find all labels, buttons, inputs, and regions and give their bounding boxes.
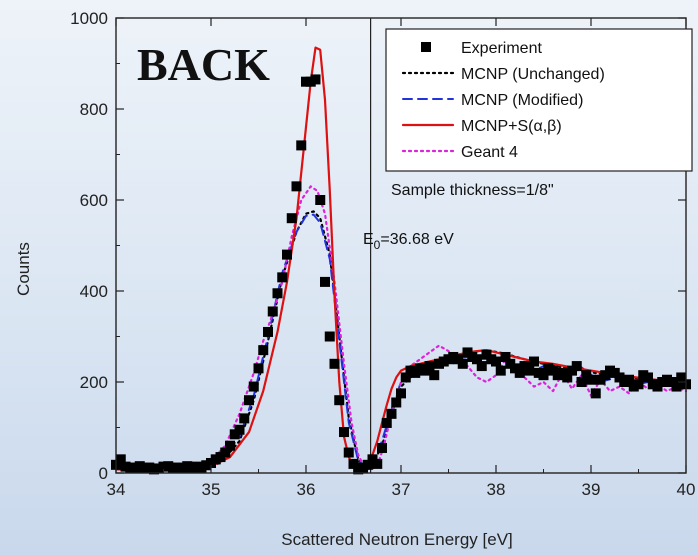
experiment-point: [220, 447, 231, 458]
x-tick-label: 35: [202, 480, 221, 499]
legend-label-mcnp-unchanged: MCNP (Unchanged): [461, 66, 605, 83]
experiment-point: [234, 424, 245, 435]
e0-annotation: E0=36.68 eV: [363, 231, 454, 252]
y-axis-title: Counts: [14, 242, 33, 296]
experiment-point: [277, 272, 288, 283]
experiment-point: [624, 374, 634, 385]
series-line-1: [114, 210, 688, 470]
experiment-point: [571, 361, 582, 372]
experiment-point: [339, 427, 349, 438]
y-tick-label: 600: [80, 191, 108, 210]
experiment-point: [282, 249, 292, 260]
experiment-point: [476, 361, 487, 372]
sample-thickness-annotation: Sample thickness=1/8": [391, 182, 554, 199]
series-line-2: [115, 213, 687, 470]
experiment-point: [491, 356, 501, 367]
legend-label-mcnp-sab: MCNP+S(α,β): [461, 118, 562, 135]
experiment-point: [329, 358, 340, 369]
experiment-point: [286, 213, 297, 224]
x-tick-label: 38: [487, 480, 506, 499]
legend-label-experiment: Experiment: [461, 40, 542, 57]
series-line-4: [114, 185, 688, 471]
legend-label-geant4: Geant 4: [461, 144, 518, 161]
experiment-point: [429, 370, 440, 381]
experiment-point: [315, 195, 326, 205]
experiment-point: [263, 326, 273, 337]
experiment-point: [676, 372, 687, 383]
experiment-point: [529, 356, 539, 367]
x-tick-label: 36: [297, 480, 316, 499]
e0-value: =36.68 eV: [380, 231, 454, 248]
experiment-point: [362, 459, 373, 470]
experiment-point: [225, 440, 235, 451]
experiment-point: [500, 351, 511, 362]
experiment-point: [244, 395, 254, 406]
experiment-point: [590, 388, 601, 399]
experiment-point: [538, 370, 549, 381]
e0-subscript: 0: [374, 238, 381, 252]
experiment-point: [396, 388, 406, 399]
y-tick-label: 1000: [70, 9, 108, 28]
experiment-point: [377, 442, 387, 453]
x-axis-title: Scattered Neutron Energy [eV]: [281, 530, 513, 549]
legend: Experiment MCNP (Unchanged) MCNP (Modifi…: [385, 28, 693, 172]
experiment-point: [386, 408, 397, 419]
experiment-point: [239, 413, 250, 424]
experiment-point: [296, 140, 307, 151]
chart-title: BACK: [137, 39, 270, 90]
x-tick-label: 34: [107, 480, 126, 499]
experiment-point: [391, 397, 402, 408]
experiment-point: [324, 331, 335, 342]
experiment-point: [633, 379, 644, 390]
experiment-point: [334, 395, 345, 406]
experiment-point: [372, 458, 383, 469]
experiment-point: [348, 458, 359, 469]
experiment-point: [562, 372, 573, 383]
experiment-point: [576, 377, 587, 387]
x-tick-label: 37: [392, 480, 411, 499]
experiment-point: [343, 447, 354, 458]
experiment-point: [115, 454, 126, 465]
experiment-point: [586, 374, 596, 385]
experiment-point: [258, 345, 269, 356]
experiment-point: [310, 74, 321, 85]
x-tick-label: 40: [677, 480, 696, 499]
e0-symbol: E: [363, 231, 374, 248]
experiment-point: [291, 181, 302, 192]
experiment-point: [267, 306, 278, 317]
experiment-point: [472, 354, 482, 365]
legend-label-mcnp-modified: MCNP (Modified): [461, 92, 583, 109]
experiment-point: [248, 381, 259, 392]
experiment-point: [400, 372, 411, 383]
experiment-point: [457, 358, 468, 369]
y-tick-label: 200: [80, 373, 108, 392]
experiment-point: [671, 381, 682, 392]
series-layer: [111, 46, 691, 475]
x-tick-label: 39: [582, 480, 601, 499]
y-tick-label: 400: [80, 282, 108, 301]
experiment-point: [495, 365, 506, 376]
series-line-3: [114, 46, 688, 471]
legend-swatches: [401, 42, 455, 153]
legend-swatch-experiment: [421, 42, 431, 52]
experiment-point: [272, 288, 283, 299]
experiment-point: [381, 417, 392, 428]
experiment-point: [424, 361, 435, 372]
plot-area: [370, 18, 372, 473]
y-tick-label: 0: [99, 464, 108, 483]
experiment-point: [514, 367, 525, 378]
experiment-point: [524, 365, 535, 376]
experiment-point: [643, 372, 653, 383]
experiment-point: [320, 276, 330, 287]
y-tick-label: 800: [80, 100, 108, 119]
experiment-point: [253, 363, 264, 374]
